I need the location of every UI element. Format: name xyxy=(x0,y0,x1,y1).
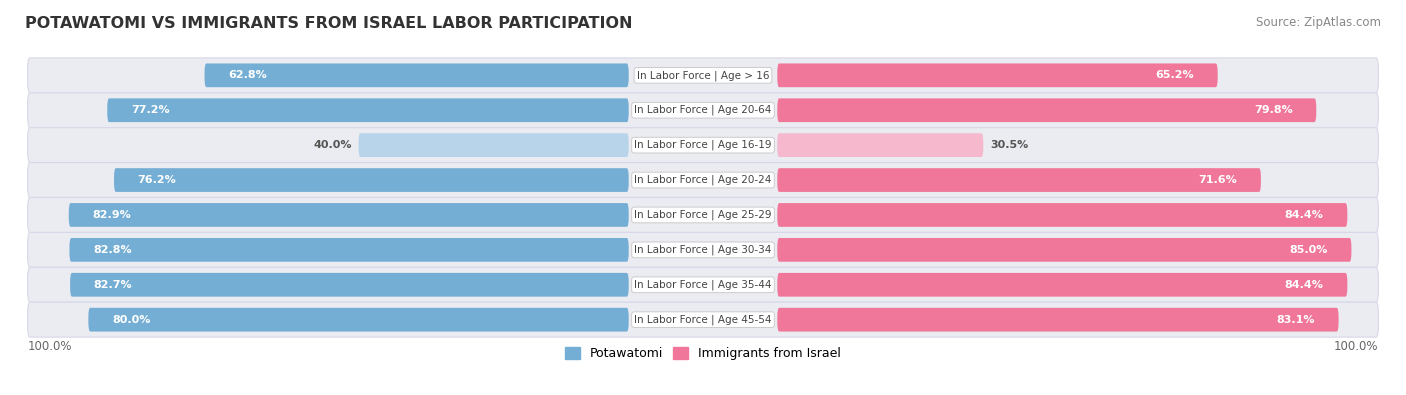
FancyBboxPatch shape xyxy=(28,128,1378,163)
Text: In Labor Force | Age 35-44: In Labor Force | Age 35-44 xyxy=(634,280,772,290)
Text: 85.0%: 85.0% xyxy=(1289,245,1327,255)
FancyBboxPatch shape xyxy=(114,168,628,192)
Text: 80.0%: 80.0% xyxy=(112,315,150,325)
FancyBboxPatch shape xyxy=(107,98,628,122)
FancyBboxPatch shape xyxy=(778,168,1261,192)
FancyBboxPatch shape xyxy=(28,198,1378,232)
FancyBboxPatch shape xyxy=(69,238,628,262)
FancyBboxPatch shape xyxy=(89,308,628,331)
Text: 83.1%: 83.1% xyxy=(1277,315,1315,325)
Text: In Labor Force | Age 25-29: In Labor Force | Age 25-29 xyxy=(634,210,772,220)
Text: In Labor Force | Age 45-54: In Labor Force | Age 45-54 xyxy=(634,314,772,325)
FancyBboxPatch shape xyxy=(359,133,628,157)
FancyBboxPatch shape xyxy=(778,238,1351,262)
FancyBboxPatch shape xyxy=(778,98,1316,122)
FancyBboxPatch shape xyxy=(778,308,1339,331)
FancyBboxPatch shape xyxy=(204,64,628,87)
Text: 30.5%: 30.5% xyxy=(990,140,1028,150)
Text: POTAWATOMI VS IMMIGRANTS FROM ISRAEL LABOR PARTICIPATION: POTAWATOMI VS IMMIGRANTS FROM ISRAEL LAB… xyxy=(25,16,633,31)
Text: In Labor Force | Age 20-64: In Labor Force | Age 20-64 xyxy=(634,105,772,115)
Text: 79.8%: 79.8% xyxy=(1254,105,1292,115)
FancyBboxPatch shape xyxy=(28,232,1378,267)
Text: 100.0%: 100.0% xyxy=(28,340,72,354)
Text: In Labor Force | Age 16-19: In Labor Force | Age 16-19 xyxy=(634,140,772,150)
Text: 62.8%: 62.8% xyxy=(228,70,267,80)
FancyBboxPatch shape xyxy=(28,163,1378,198)
FancyBboxPatch shape xyxy=(69,203,628,227)
Text: 84.4%: 84.4% xyxy=(1285,280,1323,290)
Text: 77.2%: 77.2% xyxy=(131,105,170,115)
FancyBboxPatch shape xyxy=(778,64,1218,87)
FancyBboxPatch shape xyxy=(28,58,1378,93)
FancyBboxPatch shape xyxy=(778,273,1347,297)
Text: In Labor Force | Age 30-34: In Labor Force | Age 30-34 xyxy=(634,245,772,255)
Text: 82.7%: 82.7% xyxy=(94,280,132,290)
Text: 100.0%: 100.0% xyxy=(1334,340,1378,354)
Text: 71.6%: 71.6% xyxy=(1198,175,1237,185)
FancyBboxPatch shape xyxy=(28,93,1378,128)
FancyBboxPatch shape xyxy=(28,267,1378,302)
Legend: Potawatomi, Immigrants from Israel: Potawatomi, Immigrants from Israel xyxy=(560,342,846,365)
Text: Source: ZipAtlas.com: Source: ZipAtlas.com xyxy=(1256,16,1381,29)
Text: 65.2%: 65.2% xyxy=(1156,70,1194,80)
Text: In Labor Force | Age 20-24: In Labor Force | Age 20-24 xyxy=(634,175,772,185)
Text: In Labor Force | Age > 16: In Labor Force | Age > 16 xyxy=(637,70,769,81)
FancyBboxPatch shape xyxy=(778,203,1347,227)
Text: 76.2%: 76.2% xyxy=(138,175,176,185)
Text: 40.0%: 40.0% xyxy=(314,140,352,150)
FancyBboxPatch shape xyxy=(778,133,983,157)
Text: 82.9%: 82.9% xyxy=(93,210,131,220)
Text: 84.4%: 84.4% xyxy=(1285,210,1323,220)
FancyBboxPatch shape xyxy=(70,273,628,297)
Text: 82.8%: 82.8% xyxy=(93,245,132,255)
FancyBboxPatch shape xyxy=(28,302,1378,337)
